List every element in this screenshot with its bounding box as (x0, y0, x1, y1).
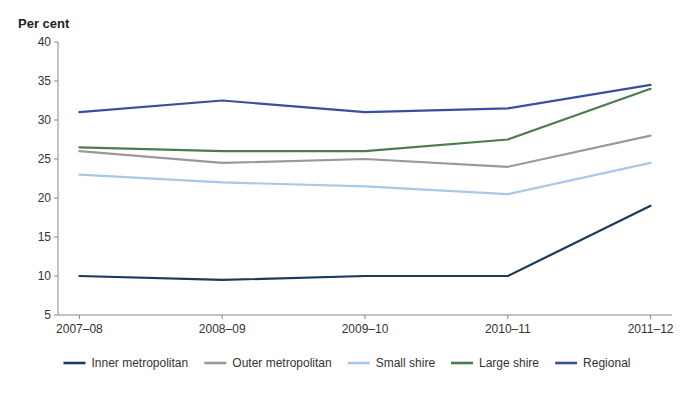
y-tick (54, 237, 58, 238)
y-tick (54, 120, 58, 121)
plot-area (79, 85, 650, 280)
y-tick (54, 276, 58, 277)
x-tick (79, 315, 80, 319)
y-tick-label: 40 (38, 35, 52, 49)
series-line (79, 163, 650, 194)
x-tick (507, 315, 508, 319)
legend-swatch (204, 362, 226, 365)
legend-label: Small shire (376, 356, 436, 370)
legend-item: Large shire (451, 356, 539, 370)
y-tick (54, 42, 58, 43)
legend-label: Outer metropolitan (232, 356, 331, 370)
x-tick (222, 315, 223, 319)
legend-item: Regional (555, 356, 630, 370)
legend-label: Large shire (479, 356, 539, 370)
y-tick-label: 15 (38, 230, 52, 244)
x-tick-label: 2011–12 (628, 322, 674, 336)
y-tick-label: 35 (38, 74, 52, 88)
legend-item: Outer metropolitan (204, 356, 331, 370)
x-tick-label: 2010–11 (485, 322, 531, 336)
y-tick (54, 159, 58, 160)
y-axis-label: Per cent (18, 16, 70, 31)
series-line (79, 85, 650, 112)
y-axis-line (58, 42, 59, 315)
y-tick-label: 10 (38, 269, 52, 283)
x-tick-label: 2009–10 (342, 322, 389, 336)
legend-item: Inner metropolitan (64, 356, 189, 370)
legend-swatch (64, 362, 86, 365)
x-tick-label: 2007–08 (56, 322, 103, 336)
legend-label: Regional (583, 356, 630, 370)
legend-swatch (451, 362, 473, 365)
x-tick-label: 2008–09 (199, 322, 246, 336)
legend: Inner metropolitan Outer metropolitan Smal… (64, 356, 631, 370)
y-tick (54, 81, 58, 82)
legend-item: Small shire (348, 356, 436, 370)
series-line (79, 206, 650, 280)
chart: Per cent 5 10 15 20 25 30 35 40 2007–08 2008–09 200… (0, 0, 694, 403)
legend-swatch (348, 362, 370, 365)
legend-label: Inner metropolitan (92, 356, 189, 370)
y-tick-label: 25 (38, 152, 52, 166)
y-tick-label: 5 (44, 308, 51, 322)
y-tick-label: 20 (38, 191, 52, 205)
legend-swatch (555, 362, 577, 365)
y-tick-label: 30 (38, 113, 52, 127)
x-tick (365, 315, 366, 319)
y-tick (54, 198, 58, 199)
y-tick (54, 315, 58, 316)
x-tick (650, 315, 651, 319)
